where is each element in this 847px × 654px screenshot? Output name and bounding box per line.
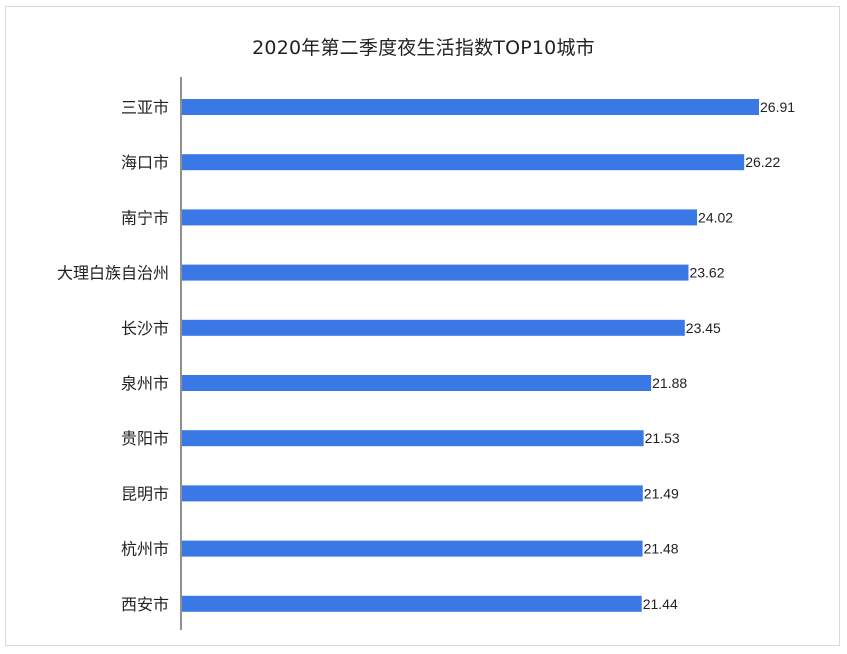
value-label-5: 21.88 [652, 375, 687, 391]
bar-2 [182, 209, 698, 226]
category-label-9: 西安市 [121, 595, 169, 614]
value-label-1: 26.22 [745, 154, 780, 170]
category-label-4: 长沙市 [121, 319, 169, 338]
category-label-6: 贵阳市 [121, 429, 169, 448]
bar-9 [182, 595, 642, 612]
bar-7 [182, 485, 643, 502]
category-label-2: 南宁市 [121, 208, 169, 227]
bar-5 [182, 375, 652, 391]
bar-1 [182, 154, 745, 171]
category-label-8: 杭州市 [121, 540, 169, 559]
category-label-3: 大理白族自治州 [57, 264, 169, 283]
bar-6 [182, 430, 644, 447]
bar-8 [182, 540, 643, 557]
value-label-9: 21.44 [643, 596, 678, 612]
bar-0 [182, 99, 759, 115]
chart-title: 2020年第二季度夜生活指数TOP10城市 [252, 37, 595, 59]
category-label-5: 泉州市 [121, 374, 169, 393]
category-label-0: 三亚市 [121, 98, 169, 117]
bars-group [182, 99, 759, 612]
value-label-2: 24.02 [698, 209, 733, 225]
value-label-8: 21.48 [644, 541, 679, 557]
value-label-7: 21.49 [644, 485, 679, 501]
bar-3 [182, 264, 689, 281]
value-label-6: 21.53 [645, 430, 680, 446]
category-label-7: 昆明市 [121, 484, 169, 503]
value-label-4: 23.45 [686, 320, 721, 336]
value-labels-group: 26.91 26.22 24.02 23.62 23.45 21.88 21.53 21.49… [643, 99, 796, 612]
bar-4 [182, 319, 685, 336]
category-label-1: 海口市 [121, 153, 169, 172]
value-label-3: 23.62 [689, 265, 724, 281]
value-label-0: 26.91 [760, 99, 795, 115]
